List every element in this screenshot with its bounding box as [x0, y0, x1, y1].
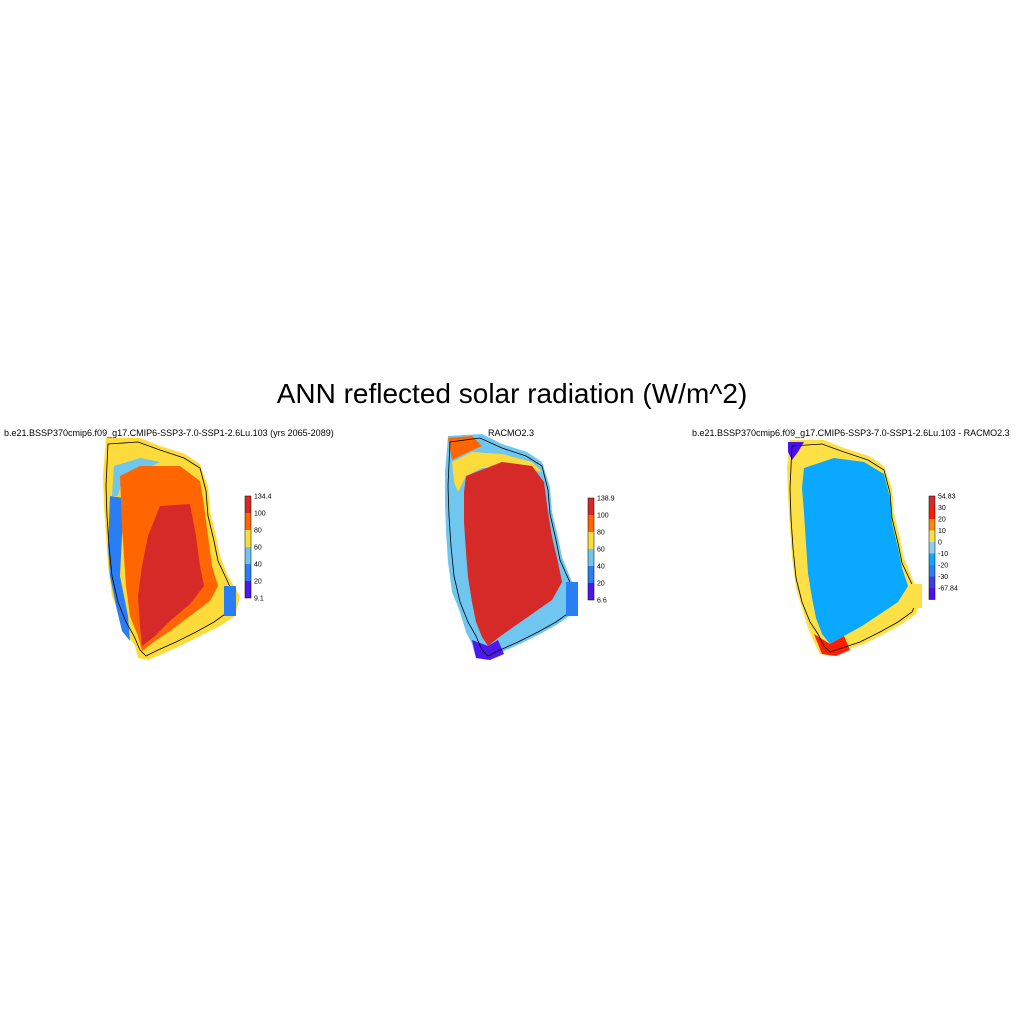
colorbar-swatch: [245, 530, 251, 547]
colorbar-tick-label: 20: [938, 517, 946, 524]
map-model-island-right: [224, 586, 236, 616]
colorbar-border: [928, 495, 936, 600]
colorbar-tick-label: 40: [254, 562, 262, 569]
map-model-blue-margin: [108, 496, 130, 641]
colorbar-swatch: [245, 513, 251, 530]
colorbar-racmo: 138.9 100 80 60 40 20 6.6: [587, 496, 615, 605]
colorbar-swatch: [588, 498, 594, 515]
colorbar-tick-label: 20: [597, 581, 605, 588]
colorbar-tick-label: 54.83: [938, 494, 956, 501]
map-difference-coastline: [789, 443, 919, 653]
map-racmo-yellow-margin: [452, 452, 542, 492]
map-racmo-orange-margin: [448, 436, 482, 460]
colorbar-swatch: [929, 496, 935, 508]
colorbar-tick-label: 80: [597, 530, 605, 537]
panel-title-racmo: RACMO2.3: [488, 428, 535, 438]
colorbar-tick-label: 100: [254, 511, 266, 518]
colorbar-swatch: [929, 553, 935, 565]
map-racmo-red-core: [464, 462, 562, 646]
map-model-red-core: [138, 504, 204, 646]
colorbar-swatch: [588, 532, 594, 549]
colorbar-tick-label: -20: [938, 563, 948, 570]
colorbar-tick-label: 60: [597, 547, 605, 554]
colorbar-swatch: [245, 496, 251, 513]
colorbar-swatch: [929, 519, 935, 531]
colorbar-border: [244, 495, 252, 599]
colorbar-tick-label: 60: [254, 545, 262, 552]
colorbar-tick-label: 10: [938, 528, 946, 535]
colorbar-tick-label: -30: [938, 574, 948, 581]
colorbar-swatch: [929, 530, 935, 542]
colorbar-tick-label: 40: [597, 564, 605, 571]
colorbar-tick-label: 6.6: [597, 598, 607, 605]
colorbar-swatch: [588, 583, 594, 600]
colorbar-swatch: [245, 564, 251, 581]
colorbar-tick-label: 0: [938, 540, 942, 547]
colorbar-tick-label: 30: [938, 505, 946, 512]
colorbar-swatch: [929, 576, 935, 588]
colorbar-swatch: [245, 547, 251, 564]
colorbar-tick-label: 9.1: [254, 596, 264, 603]
map-racmo-island-right: [566, 582, 578, 616]
figure-title: ANN reflected solar radiation (W/m^2): [276, 378, 748, 409]
map-difference-island-right: [910, 584, 922, 608]
map-difference-red-fringe: [814, 634, 850, 656]
colorbar-tick-label: 80: [254, 528, 262, 535]
map-difference: [787, 440, 922, 656]
colorbar-swatch: [929, 542, 935, 554]
colorbar-tick-label: -67.84: [938, 586, 958, 593]
colorbar-swatch: [245, 581, 251, 598]
colorbar-swatch: [588, 549, 594, 566]
panel-title-difference: b.e21.BSSP370cmip6.f09_g17.CMIP6-SSP3-7.…: [692, 428, 1010, 438]
colorbar-swatch: [929, 565, 935, 577]
colorbar-border: [587, 497, 595, 601]
map-model: [103, 438, 240, 660]
panel-title-model: b.e21.BSSP370cmip6.f09_g17.CMIP6-SSP3-7.…: [4, 428, 334, 438]
colorbar-tick-label: 100: [597, 513, 609, 520]
colorbar-model: 134.4 100 80 60 40 20 9.1: [244, 494, 272, 603]
map-model-coastline: [105, 441, 235, 657]
map-racmo-coastline: [447, 437, 577, 657]
colorbar-tick-label: 134.4: [254, 494, 272, 501]
colorbar-tick-label: 20: [254, 579, 262, 586]
colorbar-tick-label: -10: [938, 551, 948, 558]
colorbar-difference: 54.83 30 20 10 0 -10 -20 -30 -67.84: [928, 494, 958, 600]
colorbar-swatch: [588, 566, 594, 583]
map-difference-blue-interior: [802, 458, 908, 644]
colorbar-swatch: [929, 507, 935, 519]
colorbar-swatch: [588, 515, 594, 532]
colorbar-swatch: [929, 588, 935, 600]
colorbar-tick-label: 138.9: [597, 496, 615, 503]
map-racmo: [445, 434, 578, 660]
